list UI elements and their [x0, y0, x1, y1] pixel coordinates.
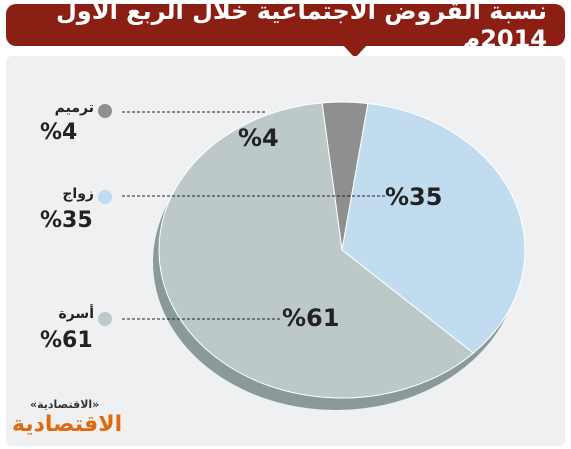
slice-label-renovation: %4 [238, 124, 279, 152]
slice-label-marriage: %35 [385, 183, 442, 211]
title-pointer [342, 44, 368, 58]
brand-caption: «الاقتصادية» [30, 398, 100, 411]
legend-label-renovation: ترميم [54, 100, 94, 116]
pie-slice-marriage [341, 102, 526, 354]
brand-logo: الاقتصادية [12, 412, 123, 437]
legend-value-marriage: %35 [40, 208, 93, 233]
chart-title: نسبة القروض الاجتماعية خلال الربع الأول … [55, 0, 547, 53]
pie-slice-family [158, 102, 475, 399]
slice-label-family: %61 [282, 304, 339, 332]
legend-dot-marriage [98, 190, 112, 204]
legend-dot-renovation [98, 104, 112, 118]
legend-value-renovation: %4 [40, 120, 78, 145]
chart-title-bar: نسبة القروض الاجتماعية خلال الربع الأول … [6, 0, 565, 53]
legend-dot-family [98, 312, 112, 326]
legend-label-family: أسرة [58, 306, 94, 322]
legend-label-marriage: زواج [62, 186, 94, 202]
legend-value-family: %61 [40, 328, 93, 353]
